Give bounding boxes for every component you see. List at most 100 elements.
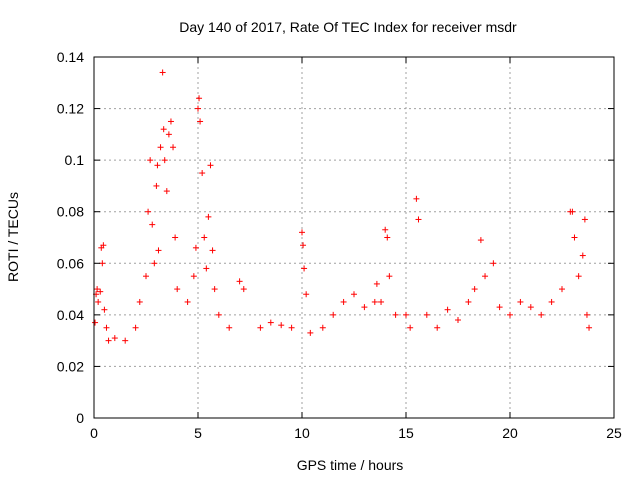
x-tick-label: 15 xyxy=(398,425,414,441)
data-point xyxy=(299,229,305,236)
data-point xyxy=(105,337,112,344)
data-point xyxy=(579,252,586,259)
data-point xyxy=(351,291,357,298)
data-point xyxy=(477,237,484,244)
data-point xyxy=(434,324,441,331)
data-point xyxy=(197,118,204,125)
data-point xyxy=(101,306,108,313)
data-point xyxy=(155,247,162,254)
x-tick-label: 5 xyxy=(194,425,202,441)
data-point xyxy=(203,265,210,272)
data-point xyxy=(575,273,582,280)
data-point xyxy=(95,298,102,305)
data-point xyxy=(215,311,222,318)
data-point xyxy=(236,278,243,285)
data-point xyxy=(407,324,414,331)
data-point xyxy=(240,286,247,293)
data-point xyxy=(371,298,378,305)
data-point xyxy=(132,324,139,331)
data-point xyxy=(490,260,497,267)
data-point xyxy=(153,182,160,189)
data-point xyxy=(482,273,489,280)
data-point xyxy=(455,317,461,324)
data-point xyxy=(122,337,129,344)
data-point xyxy=(205,213,212,220)
y-tick-label: 0.06 xyxy=(57,255,84,271)
data-point xyxy=(147,157,154,164)
plot-frame xyxy=(93,56,615,419)
data-point xyxy=(226,324,233,331)
data-point xyxy=(517,298,524,305)
y-tick-label: 0 xyxy=(76,410,84,426)
data-point xyxy=(136,298,143,305)
chart-title: Day 140 of 2017, Rate Of TEC Index for r… xyxy=(179,19,517,35)
data-point xyxy=(444,306,451,313)
data-point xyxy=(207,162,214,169)
data-point xyxy=(190,273,197,280)
data-point xyxy=(571,234,578,241)
data-point xyxy=(211,286,218,293)
data-point xyxy=(382,226,389,233)
x-tick-label: 25 xyxy=(606,425,622,441)
data-point xyxy=(163,188,170,195)
x-tick-label: 20 xyxy=(502,425,518,441)
data-point xyxy=(92,319,99,326)
data-point xyxy=(303,291,310,298)
data-point xyxy=(192,244,199,251)
y-tick-label: 0.12 xyxy=(57,101,84,117)
data-point xyxy=(195,105,201,112)
data-point xyxy=(583,311,590,318)
data-point xyxy=(161,157,168,164)
data-point xyxy=(581,216,588,223)
data-point xyxy=(538,311,545,318)
data-point xyxy=(548,298,555,305)
data-point xyxy=(288,324,295,331)
data-point xyxy=(340,298,347,305)
grid xyxy=(94,57,614,418)
data-point xyxy=(257,324,264,331)
data-point xyxy=(99,260,106,267)
x-tick-label: 10 xyxy=(294,425,310,441)
data-point xyxy=(143,273,149,280)
data-point xyxy=(378,298,385,305)
x-axis-label: GPS time / hours xyxy=(297,457,404,473)
data-point xyxy=(384,234,391,241)
data-points xyxy=(92,69,593,344)
data-point xyxy=(415,216,422,223)
data-point xyxy=(184,298,191,305)
y-tick-label: 0.14 xyxy=(57,49,84,65)
data-point xyxy=(496,304,503,311)
data-point xyxy=(151,260,158,267)
data-point xyxy=(111,335,118,342)
data-point xyxy=(586,324,593,331)
axis-ticks: 0 5 10 15 20 25 0 0.02 0.04 0.06 0.08 0.1 0.12 0.14 xyxy=(57,49,622,441)
y-tick-label: 0.1 xyxy=(65,152,85,168)
data-point xyxy=(373,280,380,287)
data-point xyxy=(172,234,179,241)
data-point xyxy=(403,311,409,318)
data-point xyxy=(159,69,166,76)
data-point xyxy=(165,131,172,138)
data-point xyxy=(209,247,216,254)
data-point xyxy=(330,311,337,318)
data-point xyxy=(423,311,430,318)
data-point xyxy=(167,118,174,125)
data-point xyxy=(507,311,513,318)
y-tick-label: 0.04 xyxy=(57,307,84,323)
data-point xyxy=(154,162,161,169)
data-point xyxy=(157,144,164,151)
data-point xyxy=(199,170,206,177)
data-point xyxy=(103,324,110,331)
y-axis-label: ROTI / TECUs xyxy=(5,192,21,282)
data-point xyxy=(145,208,152,215)
data-point xyxy=(201,234,208,241)
x-tick-label: 0 xyxy=(90,425,98,441)
data-point xyxy=(386,273,393,280)
data-point xyxy=(174,286,181,293)
data-point xyxy=(361,304,368,311)
data-point xyxy=(559,286,565,293)
data-point xyxy=(170,144,177,151)
data-point xyxy=(307,329,314,336)
data-point xyxy=(94,286,101,293)
data-point xyxy=(160,126,167,133)
